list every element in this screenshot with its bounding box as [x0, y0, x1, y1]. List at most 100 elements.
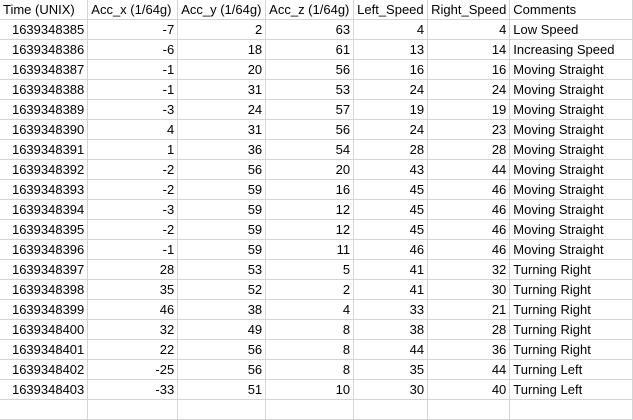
cell-acc-x[interactable]: 46 [87, 299, 179, 320]
cell-acc-y[interactable]: 36 [177, 139, 267, 160]
cell-left-speed[interactable]: 33 [353, 299, 429, 320]
cell-left-speed[interactable]: 38 [353, 319, 429, 340]
cell-acc-y[interactable]: 56 [177, 159, 267, 180]
cell-acc-z[interactable]: 4 [265, 299, 355, 320]
empty-cell[interactable] [0, 399, 89, 420]
cell-left-speed[interactable]: 19 [353, 99, 429, 120]
cell-time[interactable]: 1639348397 [0, 259, 89, 280]
cell-left-speed[interactable]: 13 [353, 39, 429, 60]
cell-comments[interactable]: Moving Straight [509, 159, 633, 180]
cell-right-speed[interactable]: 36 [427, 339, 511, 360]
cell-left-speed-header[interactable]: Left_Speed [353, 0, 429, 20]
cell-time[interactable]: 1639348400 [0, 319, 89, 340]
cell-right-speed[interactable]: 44 [427, 159, 511, 180]
cell-acc-y-header[interactable]: Acc_y (1/64g) [177, 0, 267, 20]
cell-left-speed[interactable]: 28 [353, 139, 429, 160]
cell-acc-z[interactable]: 5 [265, 259, 355, 280]
cell-acc-z[interactable]: 54 [265, 139, 355, 160]
cell-acc-x[interactable]: -3 [87, 99, 179, 120]
cell-time[interactable]: 1639348396 [0, 239, 89, 260]
cell-left-speed[interactable]: 41 [353, 259, 429, 280]
cell-right-speed[interactable]: 23 [427, 119, 511, 140]
cell-comments[interactable]: Moving Straight [509, 59, 633, 80]
cell-comments[interactable]: Increasing Speed [509, 39, 633, 60]
cell-acc-x[interactable]: 28 [87, 259, 179, 280]
cell-acc-z[interactable]: 63 [265, 19, 355, 40]
cell-acc-z[interactable]: 53 [265, 79, 355, 100]
cell-acc-y[interactable]: 24 [177, 99, 267, 120]
cell-right-speed[interactable]: 21 [427, 299, 511, 320]
cell-time[interactable]: 1639348392 [0, 159, 89, 180]
empty-cell[interactable] [265, 399, 355, 420]
cell-left-speed[interactable]: 24 [353, 119, 429, 140]
cell-acc-z-header[interactable]: Acc_z (1/64g) [265, 0, 355, 20]
cell-acc-z[interactable]: 20 [265, 159, 355, 180]
cell-comments[interactable]: Moving Straight [509, 119, 633, 140]
cell-acc-y[interactable]: 56 [177, 339, 267, 360]
cell-acc-y[interactable]: 59 [177, 179, 267, 200]
cell-comments[interactable]: Low Speed [509, 19, 633, 40]
cell-comments[interactable]: Turning Right [509, 339, 633, 360]
cell-time[interactable]: 1639348387 [0, 59, 89, 80]
cell-left-speed[interactable]: 45 [353, 219, 429, 240]
cell-acc-z[interactable]: 56 [265, 119, 355, 140]
cell-acc-y[interactable]: 53 [177, 259, 267, 280]
cell-acc-z[interactable]: 56 [265, 59, 355, 80]
cell-right-speed[interactable]: 46 [427, 239, 511, 260]
cell-comments[interactable]: Moving Straight [509, 139, 633, 160]
cell-comments[interactable]: Turning Left [509, 379, 633, 400]
cell-right-speed[interactable]: 46 [427, 179, 511, 200]
cell-acc-z[interactable]: 16 [265, 179, 355, 200]
cell-right-speed[interactable]: 46 [427, 199, 511, 220]
cell-acc-y[interactable]: 31 [177, 79, 267, 100]
cell-right-speed[interactable]: 40 [427, 379, 511, 400]
cell-acc-z[interactable]: 11 [265, 239, 355, 260]
cell-comments-header[interactable]: Comments [509, 0, 633, 20]
cell-time[interactable]: 1639348390 [0, 119, 89, 140]
cell-left-speed[interactable]: 35 [353, 359, 429, 380]
cell-left-speed[interactable]: 43 [353, 159, 429, 180]
cell-time-header[interactable]: Time (UNIX) [0, 0, 89, 20]
cell-acc-x[interactable]: 22 [87, 339, 179, 360]
cell-acc-z[interactable]: 2 [265, 279, 355, 300]
cell-acc-y[interactable]: 49 [177, 319, 267, 340]
empty-cell[interactable] [87, 399, 179, 420]
cell-acc-z[interactable]: 12 [265, 199, 355, 220]
cell-right-speed[interactable]: 16 [427, 59, 511, 80]
cell-acc-x[interactable]: -1 [87, 79, 179, 100]
cell-comments[interactable]: Moving Straight [509, 79, 633, 100]
cell-acc-z[interactable]: 8 [265, 339, 355, 360]
cell-right-speed[interactable]: 24 [427, 79, 511, 100]
cell-acc-x[interactable]: 32 [87, 319, 179, 340]
cell-left-speed[interactable]: 16 [353, 59, 429, 80]
empty-cell[interactable] [353, 399, 429, 420]
cell-left-speed[interactable]: 41 [353, 279, 429, 300]
cell-acc-y[interactable]: 2 [177, 19, 267, 40]
cell-acc-x[interactable]: -6 [87, 39, 179, 60]
empty-cell[interactable] [509, 399, 633, 420]
cell-time[interactable]: 1639348391 [0, 139, 89, 160]
cell-right-speed[interactable]: 32 [427, 259, 511, 280]
cell-acc-x[interactable]: -33 [87, 379, 179, 400]
cell-comments[interactable]: Turning Right [509, 259, 633, 280]
empty-cell[interactable] [177, 399, 267, 420]
cell-comments[interactable]: Moving Straight [509, 239, 633, 260]
cell-right-speed[interactable]: 19 [427, 99, 511, 120]
cell-right-speed[interactable]: 14 [427, 39, 511, 60]
cell-acc-y[interactable]: 31 [177, 119, 267, 140]
cell-left-speed[interactable]: 45 [353, 199, 429, 220]
cell-acc-x[interactable]: -25 [87, 359, 179, 380]
cell-acc-y[interactable]: 52 [177, 279, 267, 300]
cell-acc-z[interactable]: 10 [265, 379, 355, 400]
cell-acc-z[interactable]: 12 [265, 219, 355, 240]
cell-acc-y[interactable]: 59 [177, 219, 267, 240]
cell-acc-x[interactable]: -2 [87, 219, 179, 240]
cell-acc-x[interactable]: -3 [87, 199, 179, 220]
cell-comments[interactable]: Turning Right [509, 319, 633, 340]
cell-acc-x[interactable]: 1 [87, 139, 179, 160]
cell-acc-x[interactable]: -2 [87, 179, 179, 200]
cell-time[interactable]: 1639348389 [0, 99, 89, 120]
cell-right-speed[interactable]: 28 [427, 319, 511, 340]
cell-acc-y[interactable]: 59 [177, 239, 267, 260]
cell-left-speed[interactable]: 30 [353, 379, 429, 400]
